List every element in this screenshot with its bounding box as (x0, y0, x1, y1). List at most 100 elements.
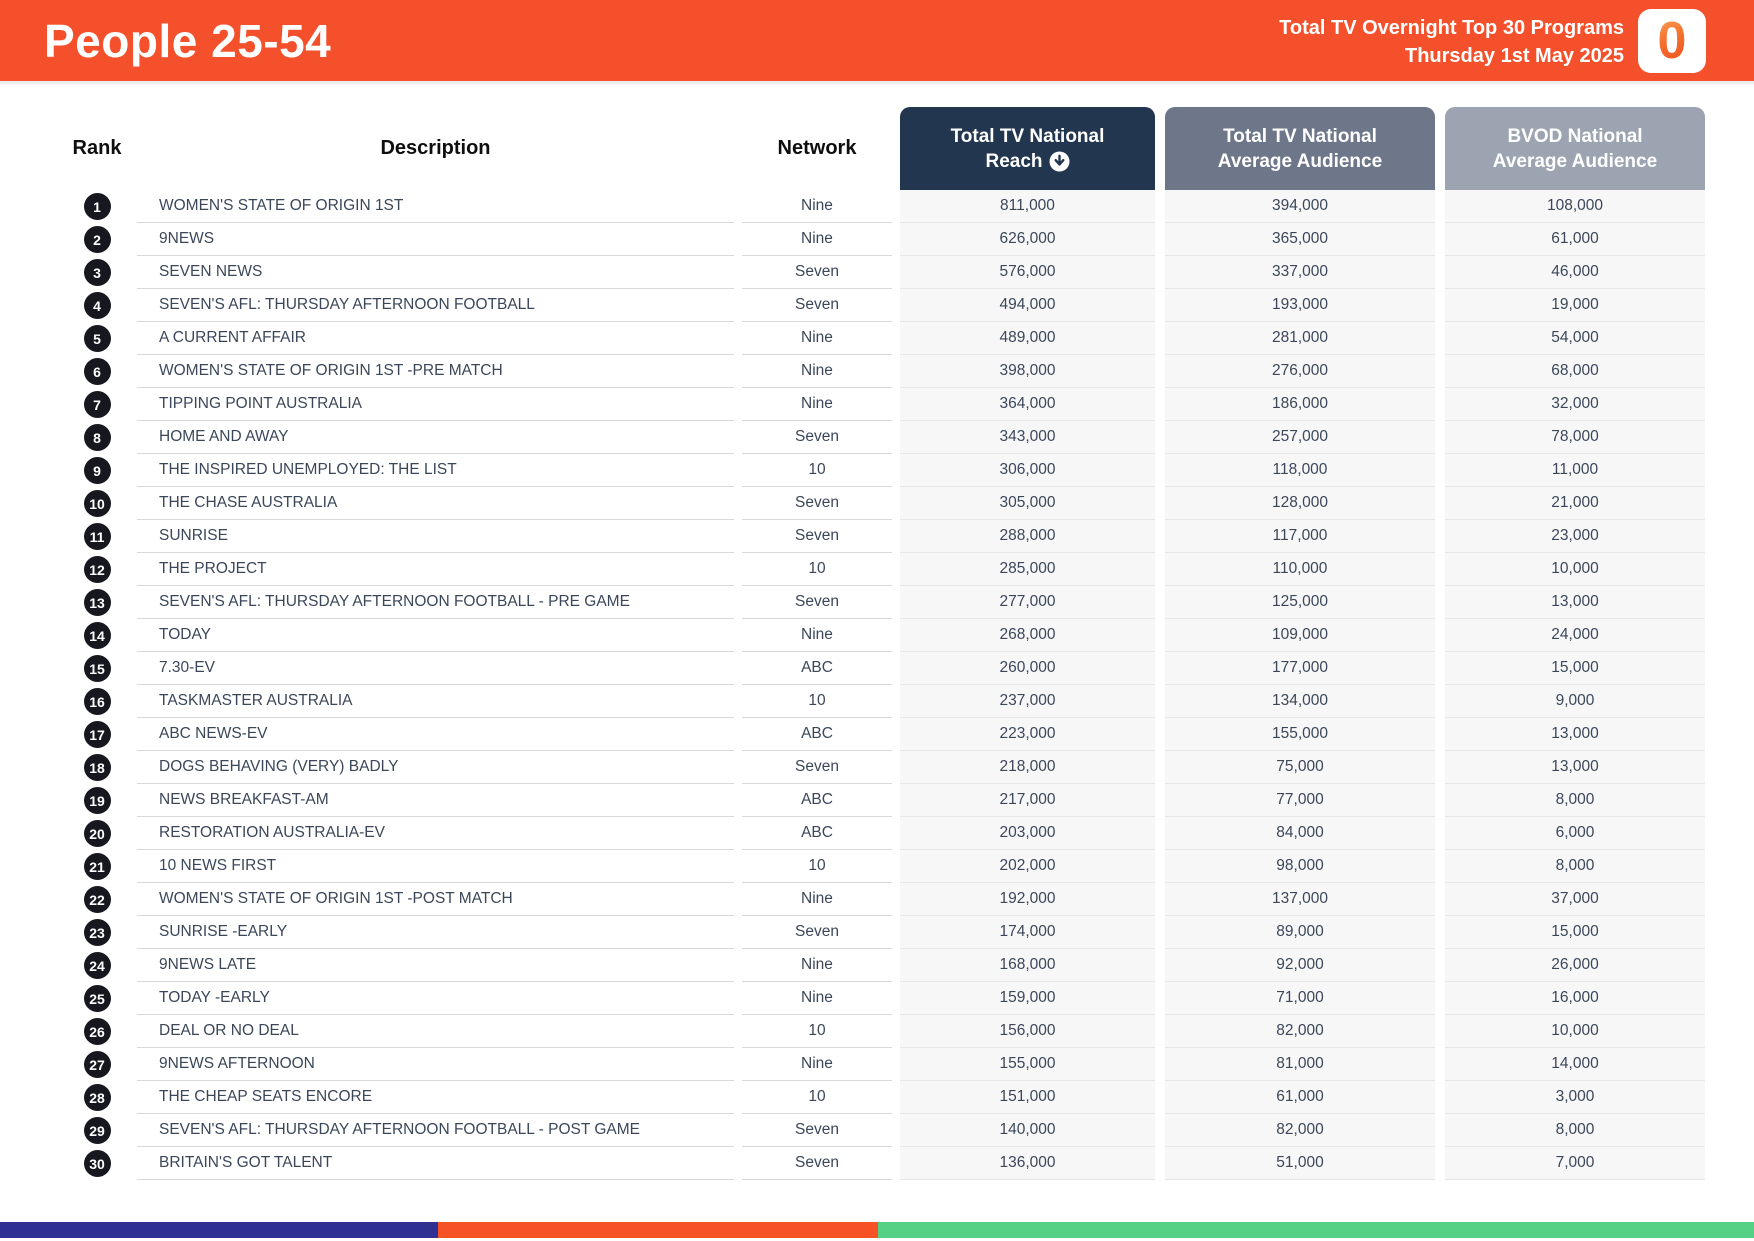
row-spacer (1435, 817, 1445, 850)
rank-badge: 25 (83, 985, 111, 1012)
program-network: Nine (742, 223, 892, 256)
rank-cell: 27 (57, 1048, 137, 1081)
rank-badge: 11 (83, 523, 111, 550)
program-description: THE PROJECT (137, 553, 734, 586)
row-spacer (734, 520, 742, 553)
program-description: 9NEWS AFTERNOON (137, 1048, 734, 1081)
bvod-header-line1: BVOD National (1507, 125, 1643, 147)
program-description: ABC NEWS-EV (137, 718, 734, 751)
row-spacer (1435, 784, 1445, 817)
bvod-average-audience-value: 14,000 (1445, 1048, 1705, 1081)
program-network: Nine (742, 619, 892, 652)
report-subtitle-line2: Thursday 1st May 2025 (1405, 44, 1624, 67)
rank-cell: 23 (57, 916, 137, 949)
program-network: 10 (742, 685, 892, 718)
program-network: Seven (742, 916, 892, 949)
column-header-total-tv-average-audience[interactable]: Total TV National Average Audience (1165, 107, 1435, 190)
row-spacer (1155, 1147, 1165, 1180)
row-spacer (1155, 751, 1165, 784)
total-tv-reach-value: 174,000 (900, 916, 1155, 949)
bvod-average-audience-value: 10,000 (1445, 553, 1705, 586)
rank-badge: 30 (83, 1150, 111, 1177)
report-subtitle: Total TV Overnight Top 30 Programs Thurs… (1279, 0, 1624, 84)
row-spacer (1435, 388, 1445, 421)
row-spacer (1435, 619, 1445, 652)
row-spacer (1155, 652, 1165, 685)
row-spacer (892, 982, 900, 1015)
program-network: 10 (742, 850, 892, 883)
row-spacer (734, 322, 742, 355)
header-spacer (734, 107, 742, 190)
total-tv-average-audience-value: 186,000 (1165, 388, 1435, 421)
bvod-average-audience-value: 13,000 (1445, 718, 1705, 751)
program-network: 10 (742, 454, 892, 487)
rank-badge: 2 (83, 226, 111, 253)
program-description: BRITAIN'S GOT TALENT (137, 1147, 734, 1180)
total-tv-average-audience-value: 110,000 (1165, 553, 1435, 586)
row-spacer (734, 1114, 742, 1147)
rank-cell: 17 (57, 718, 137, 751)
row-spacer (734, 949, 742, 982)
rank-badge: 4 (83, 292, 111, 319)
row-spacer (734, 652, 742, 685)
program-description: SEVEN'S AFL: THURSDAY AFTERNOON FOOTBALL… (137, 586, 734, 619)
header-spacer (892, 107, 900, 190)
row-spacer (734, 289, 742, 322)
rank-badge: 23 (83, 919, 111, 946)
row-spacer (1435, 586, 1445, 619)
row-spacer (1435, 223, 1445, 256)
bvod-average-audience-value: 21,000 (1445, 487, 1705, 520)
row-spacer (892, 355, 900, 388)
total-tv-reach-value: 140,000 (900, 1114, 1155, 1147)
row-spacer (1155, 586, 1165, 619)
total-tv-average-audience-value: 71,000 (1165, 982, 1435, 1015)
total-tv-average-audience-value: 276,000 (1165, 355, 1435, 388)
bvod-average-audience-value: 54,000 (1445, 322, 1705, 355)
row-spacer (734, 751, 742, 784)
row-spacer (892, 1015, 900, 1048)
rank-badge: 28 (83, 1084, 111, 1111)
row-spacer (1155, 619, 1165, 652)
bvod-average-audience-value: 8,000 (1445, 850, 1705, 883)
program-network: Seven (742, 421, 892, 454)
avg-header-line2: Average Audience (1217, 150, 1383, 172)
row-spacer (1155, 388, 1165, 421)
column-header-bvod-average-audience[interactable]: BVOD National Average Audience (1445, 107, 1705, 190)
rank-badge: 6 (83, 358, 111, 385)
rank-cell: 6 (57, 355, 137, 388)
row-spacer (734, 454, 742, 487)
row-spacer (892, 1081, 900, 1114)
total-tv-average-audience-value: 75,000 (1165, 751, 1435, 784)
bvod-average-audience-value: 23,000 (1445, 520, 1705, 553)
row-spacer (892, 949, 900, 982)
reach-header-line1: Total TV National (950, 125, 1105, 147)
rank-cell: 11 (57, 520, 137, 553)
row-spacer (892, 1147, 900, 1180)
bvod-average-audience-value: 24,000 (1445, 619, 1705, 652)
program-network: Nine (742, 982, 892, 1015)
row-spacer (892, 817, 900, 850)
column-header-total-tv-reach[interactable]: Total TV National Reach (900, 107, 1155, 190)
program-network: 10 (742, 553, 892, 586)
rank-cell: 15 (57, 652, 137, 685)
row-spacer (892, 322, 900, 355)
row-spacer (734, 1147, 742, 1180)
program-description: DEAL OR NO DEAL (137, 1015, 734, 1048)
reach-header-line2: Reach (985, 150, 1043, 172)
total-tv-reach-value: 494,000 (900, 289, 1155, 322)
program-network: Nine (742, 388, 892, 421)
row-spacer (734, 685, 742, 718)
total-tv-average-audience-value: 128,000 (1165, 487, 1435, 520)
program-description: 7.30-EV (137, 652, 734, 685)
rank-badge: 3 (83, 259, 111, 286)
program-network: ABC (742, 784, 892, 817)
rank-cell: 9 (57, 454, 137, 487)
rank-badge: 17 (83, 721, 111, 748)
total-tv-average-audience-value: 89,000 (1165, 916, 1435, 949)
row-spacer (1435, 982, 1445, 1015)
rank-badge: 18 (83, 754, 111, 781)
row-spacer (1435, 421, 1445, 454)
total-tv-reach-value: 136,000 (900, 1147, 1155, 1180)
row-spacer (892, 190, 900, 223)
